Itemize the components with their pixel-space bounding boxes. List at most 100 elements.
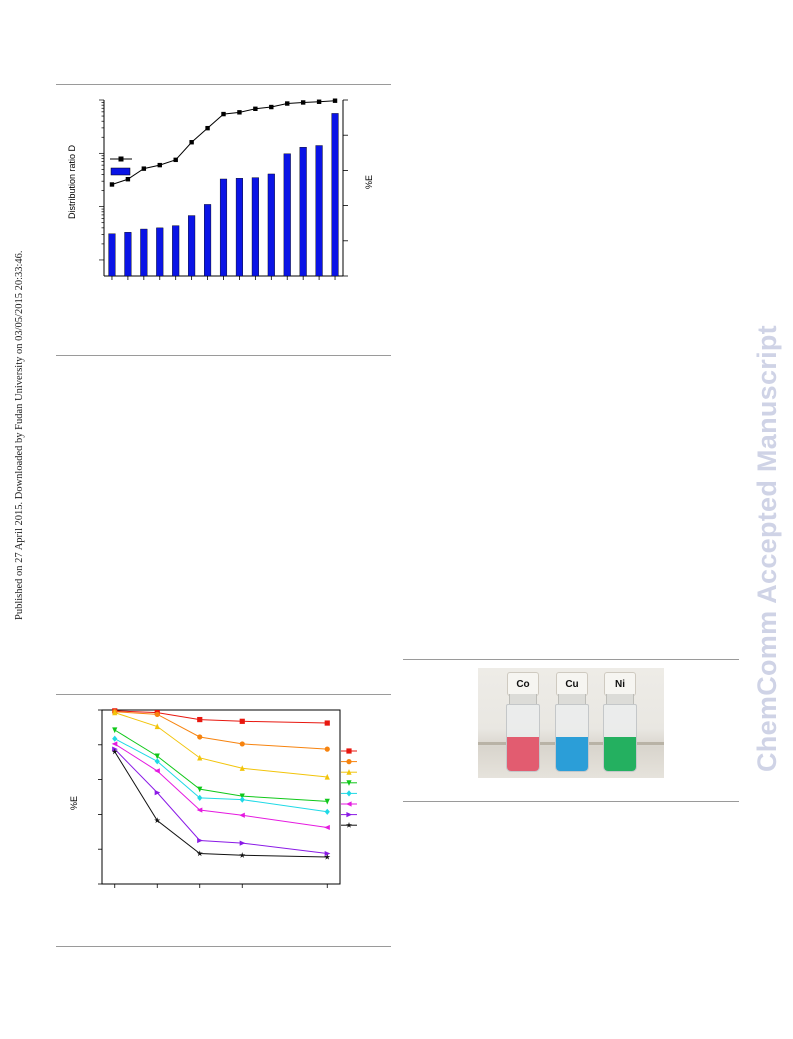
vial-cap-label: Cu (556, 672, 588, 696)
fig1-percent-point (157, 162, 162, 168)
fig1-bar (219, 178, 228, 277)
fig2-legend-marker (346, 748, 352, 754)
fig1-bar (251, 177, 259, 277)
fig2-marker-triDown (154, 753, 160, 760)
legend-bar-swatch (110, 167, 131, 176)
fig2-marker-triRight (324, 850, 331, 857)
fig1-bar (204, 204, 212, 277)
fig2-series-line (114, 748, 328, 855)
fig2-legend (341, 748, 357, 828)
publication-note: Published on 27 April 2015. Downloaded b… (14, 250, 25, 620)
fig1-percent-point (253, 106, 258, 111)
fig1-left-axis-label: Distribution ratio D (67, 144, 77, 219)
fig1-bar (156, 227, 164, 277)
fig2-legend-marker (345, 822, 353, 828)
fig2-marker-triLeft (111, 741, 118, 747)
accepted-manuscript-watermark: ChemComm Accepted Manuscript (752, 325, 782, 772)
vial-cap-label: Ni (604, 672, 636, 696)
figure2-top-rule (56, 694, 391, 695)
fig2-marker-triRight (197, 837, 203, 844)
fig1-percent-point (189, 140, 194, 145)
extraction-percent-chart: %E (69, 708, 357, 888)
fig1-bar (124, 232, 132, 277)
fig2-series (111, 708, 331, 860)
fig2-marker-diamond (112, 735, 118, 742)
fig2-marker-triUp (239, 765, 245, 771)
fig2-series-line (114, 743, 328, 828)
fig1-bar (188, 215, 196, 277)
figure1-top-rule (56, 84, 391, 85)
fig1-percent-point (237, 110, 242, 115)
fig1-percent-point (109, 182, 115, 187)
fig2-marker-triDown (197, 786, 203, 793)
fig1-percent-point (285, 101, 290, 106)
fig1-bar (172, 225, 180, 277)
fig2-marker-triRight (154, 790, 161, 796)
fig2-marker-star (324, 853, 331, 860)
distribution-ratio-chart: Distribution ratio D %E (67, 98, 374, 280)
fig2-marker-circle (324, 746, 330, 752)
metal-vials-photo: Co Cu Ni (478, 668, 664, 778)
copper-vial: Cu (554, 668, 589, 778)
fig2-marker-circle (239, 741, 245, 747)
fig2-marker-triUp (324, 773, 330, 780)
fig1-bar (331, 113, 339, 277)
fig1-percent-point (316, 99, 322, 104)
fig1-percent-point (332, 98, 338, 103)
figure1-bottom-rule (56, 355, 391, 356)
fig2-marker-triDown (324, 798, 330, 805)
fig2-legend-marker (345, 801, 352, 807)
fig2-series-line (114, 751, 328, 858)
fig2-marker-triLeft (154, 768, 160, 774)
fig2-plot-frame (101, 709, 341, 885)
fig2-marker-square (197, 716, 203, 723)
fig2-marker-star (196, 850, 203, 857)
vial-cap-label: Co (507, 672, 539, 696)
fig2-marker-triUp (112, 709, 118, 716)
fig1-bar (140, 228, 148, 277)
fig2-legend-marker (346, 780, 352, 786)
fig2-marker-triLeft (324, 824, 330, 831)
fig1-percent-point (141, 166, 147, 171)
fig1-bar (235, 178, 243, 277)
fig1-percent-point (221, 111, 226, 117)
fig2-marker-star (154, 817, 161, 824)
fig2-marker-diamond (197, 794, 203, 801)
fig2-marker-triUp (154, 723, 160, 730)
fig1-percent-point (173, 157, 178, 163)
fig2-axes (98, 709, 341, 888)
nickel-vial: Ni (602, 668, 637, 778)
fig1-right-axis-label: %E (364, 175, 374, 189)
fig2-marker-star (239, 852, 246, 858)
fig2-legend-marker (346, 812, 353, 818)
cobalt-vial: Co (505, 668, 540, 778)
fig2-marker-triRight (239, 840, 246, 846)
fig2-marker-triUp (197, 754, 203, 761)
figure3-top-rule (403, 659, 739, 660)
legend-line-marker (118, 156, 124, 162)
fig2-marker-diamond (324, 808, 330, 815)
fig2-marker-triRight (112, 746, 118, 752)
fig2-legend-marker (346, 769, 352, 775)
fig2-series-line (114, 711, 328, 750)
figure3-bottom-rule (403, 801, 739, 802)
fig1-line (109, 98, 338, 187)
fig2-series-line (114, 710, 328, 724)
fig1-percent-point (125, 177, 131, 182)
fig1-percent-point (205, 125, 210, 131)
fig1-percent-point (269, 104, 274, 110)
fig2-marker-circle (197, 734, 203, 740)
fig1-bars (108, 113, 339, 277)
fig2-legend-marker (346, 759, 352, 765)
fig1-bar (299, 147, 307, 277)
figure2-bottom-rule (56, 946, 391, 947)
fig1-bar (267, 173, 275, 277)
fig1-bar (283, 153, 291, 277)
fig2-marker-triLeft (239, 812, 245, 818)
fig2-marker-square (324, 720, 330, 726)
fig2-marker-triDown (112, 727, 118, 734)
fig2-marker-star (111, 748, 118, 755)
fig1-bar (108, 233, 116, 277)
fig2-marker-circle (154, 711, 160, 717)
fig2-marker-triDown (239, 793, 245, 800)
